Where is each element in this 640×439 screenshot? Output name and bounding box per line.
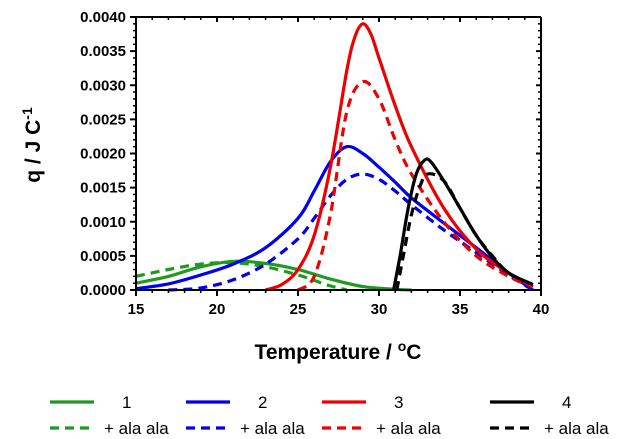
series-line-5 <box>265 22 534 292</box>
legend-label-5: 3 <box>394 393 403 412</box>
y-tick-label: 0.0005 <box>80 248 126 265</box>
x-tick-label: 25 <box>290 301 307 318</box>
x-tick-label: 15 <box>128 301 145 318</box>
legend-label-6: + ala ala <box>376 419 441 438</box>
series-line-7 <box>392 157 534 291</box>
legend: 1 + ala ala 2 + ala ala 3 + ala ala 4 + ala ala <box>50 393 609 438</box>
legend-label-2: + ala ala <box>104 419 169 438</box>
y-tick-label: 0.0015 <box>80 180 126 197</box>
x-tick-label: 30 <box>371 301 388 318</box>
series-layer <box>135 22 534 292</box>
legend-label-8: + ala ala <box>544 419 609 438</box>
legend-label-3: 2 <box>258 393 267 412</box>
legend-label-7: 4 <box>562 393 571 412</box>
x-tick-label: 35 <box>452 301 469 318</box>
y-tick-label: 0.0035 <box>80 43 126 60</box>
x-tick-label: 40 <box>533 301 550 318</box>
y-tick-label: 0.0030 <box>80 77 126 94</box>
series-line-3 <box>135 144 534 292</box>
axes-layer: 15 20 25 30 35 40 0.0000 0.0005 0.0010 0.0015 0.00… <box>80 9 549 318</box>
series-line-1 <box>135 259 412 292</box>
series-line-8 <box>395 172 534 291</box>
y-tick-label: 0.0040 <box>80 9 126 26</box>
legend-label-4: + ala ala <box>240 419 305 438</box>
x-axis-title: Temperature / oC <box>255 338 422 364</box>
y-tick-label: 0.0025 <box>80 111 126 128</box>
legend-label-1: 1 <box>122 393 131 412</box>
y-tick-label: 0.0000 <box>80 282 126 299</box>
series-line-6 <box>296 79 534 292</box>
series-line-4 <box>168 172 534 292</box>
x-tick-label: 20 <box>209 301 226 318</box>
y-tick-label: 0.0020 <box>80 146 126 163</box>
y-tick-label: 0.0010 <box>80 214 126 231</box>
y-axis-title: q / J C-1 <box>19 107 45 183</box>
